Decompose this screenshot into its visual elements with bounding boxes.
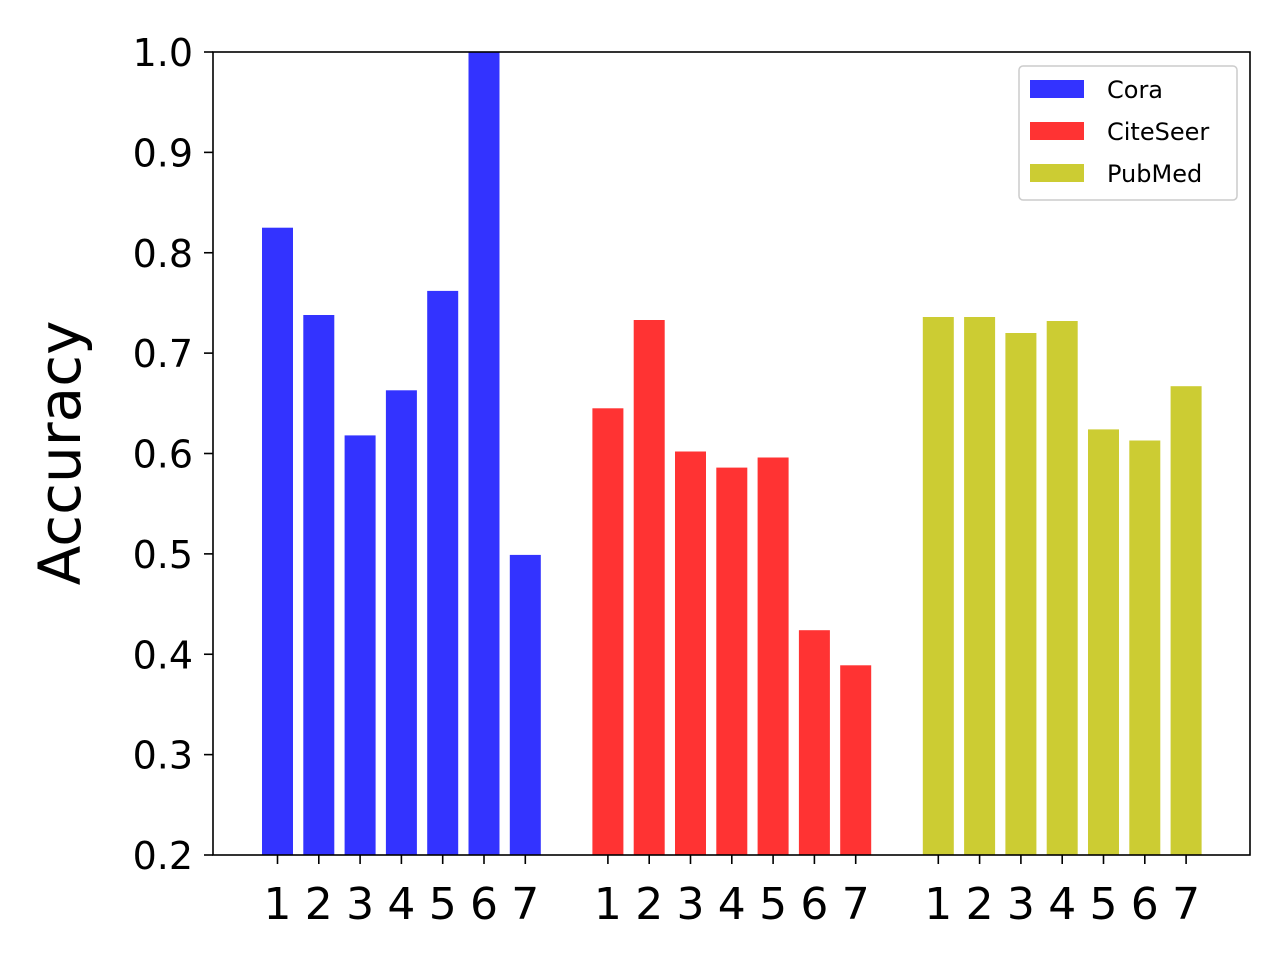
x-tick-label: 4 — [387, 879, 415, 930]
bar-cora-4 — [385, 390, 417, 855]
bar-cora-2 — [303, 315, 335, 855]
y-tick-label: 0.2 — [133, 834, 193, 878]
bars-layer — [262, 52, 1202, 855]
legend-label-cora: Cora — [1107, 76, 1163, 104]
bar-cora-7 — [509, 554, 541, 855]
x-tick-label: 3 — [1007, 879, 1035, 930]
bar-pubmed-2 — [964, 317, 996, 855]
y-tick-label: 0.9 — [133, 131, 193, 175]
x-tick-label: 7 — [1172, 879, 1200, 930]
y-tick-label: 0.4 — [133, 633, 193, 677]
bar-citeseer-6 — [798, 630, 830, 855]
legend-label-pubmed: PubMed — [1107, 160, 1202, 188]
bar-citeseer-3 — [675, 451, 706, 855]
bar-pubmed-6 — [1129, 440, 1161, 855]
bar-pubmed-3 — [1005, 333, 1037, 855]
x-tick-label: 2 — [635, 879, 663, 930]
x-tick-label: 1 — [594, 879, 622, 930]
y-tick-label: 0.3 — [133, 734, 193, 778]
bar-citeseer-2 — [633, 320, 665, 855]
bar-citeseer-7 — [840, 665, 872, 855]
x-tick-label: 4 — [1048, 879, 1076, 930]
bar-citeseer-5 — [757, 457, 789, 855]
x-tick-label: 3 — [346, 879, 374, 930]
bar-cora-5 — [427, 290, 459, 855]
x-tick-label: 2 — [305, 879, 333, 930]
x-tick-label: 1 — [264, 879, 292, 930]
x-tick-label: 7 — [842, 879, 870, 930]
bar-citeseer-1 — [592, 408, 624, 855]
y-tick-label: 1.0 — [133, 31, 193, 75]
y-tick-label: 0.8 — [133, 232, 193, 276]
legend-label-citeseer: CiteSeer — [1107, 118, 1209, 146]
bar-pubmed-4 — [1046, 321, 1078, 855]
legend-swatch-cora — [1030, 80, 1084, 98]
x-tick-label: 5 — [1090, 879, 1118, 930]
x-tick-label: 3 — [677, 879, 705, 930]
legend-swatch-citeseer — [1030, 122, 1084, 140]
bar-citeseer-4 — [716, 467, 748, 855]
x-tick-label: 5 — [429, 879, 457, 930]
bar-pubmed-5 — [1088, 429, 1119, 855]
x-tick-label: 4 — [718, 879, 746, 930]
x-tick-label: 1 — [924, 879, 952, 930]
x-tick-label: 6 — [470, 879, 498, 930]
legend-swatch-pubmed — [1030, 164, 1084, 182]
bar-pubmed-7 — [1170, 386, 1202, 855]
bar-cora-3 — [344, 435, 376, 855]
legend: Cora CiteSeer PubMed — [1018, 65, 1238, 201]
y-axis-label: Accuracy — [26, 321, 94, 586]
x-tick-label: 7 — [511, 879, 539, 930]
x-tick-label: 6 — [800, 879, 828, 930]
bar-pubmed-1 — [922, 317, 954, 855]
x-tick-label: 2 — [966, 879, 994, 930]
y-tick-label: 0.5 — [133, 533, 193, 577]
y-axis: 0.2 0.3 0.4 0.5 0.6 0.7 0.8 0.9 1.0 — [133, 31, 213, 878]
x-tick-label: 6 — [1131, 879, 1159, 930]
y-tick-label: 0.6 — [133, 433, 193, 477]
x-tick-label: 5 — [759, 879, 787, 930]
bar-cora-1 — [262, 227, 293, 855]
y-tick-label: 0.7 — [133, 332, 193, 376]
bar-cora-6 — [468, 52, 500, 855]
